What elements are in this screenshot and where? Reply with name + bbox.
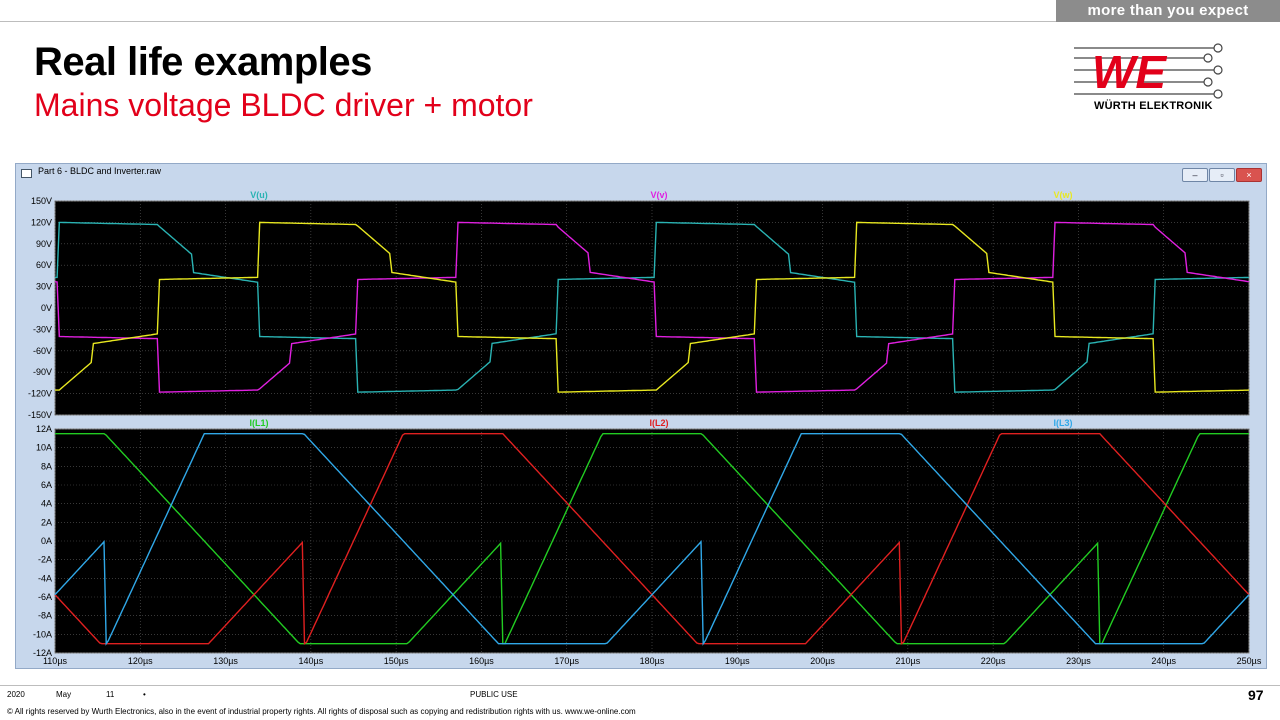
y-tick-label: 90V bbox=[36, 239, 52, 249]
x-tick-label: 200µs bbox=[810, 656, 835, 666]
y-tick-label: 120V bbox=[31, 217, 52, 227]
legend-vv: V(v) bbox=[650, 190, 667, 200]
page-title: Real life examples bbox=[34, 40, 372, 84]
y-tick-label: 12A bbox=[36, 424, 52, 434]
restore-button[interactable]: ▫ bbox=[1209, 168, 1235, 182]
y-tick-label: -10A bbox=[33, 629, 52, 639]
footer-rule bbox=[0, 685, 1280, 686]
x-tick-label: 150µs bbox=[384, 656, 409, 666]
legend-il1: I(L1) bbox=[250, 418, 269, 428]
legend-vw: V(w) bbox=[1054, 190, 1073, 200]
legend-vu: V(u) bbox=[250, 190, 268, 200]
x-tick-label: 130µs bbox=[213, 656, 238, 666]
top-rule bbox=[0, 21, 1056, 22]
x-tick-label: 220µs bbox=[981, 656, 1006, 666]
x-tick-label: 210µs bbox=[896, 656, 921, 666]
y-tick-label: 0A bbox=[41, 536, 52, 546]
page-subtitle: Mains voltage BLDC driver + motor bbox=[34, 87, 533, 123]
y-tick-label: 30V bbox=[36, 282, 52, 292]
y-tick-label: 60V bbox=[36, 260, 52, 270]
we-logo: WE bbox=[1074, 43, 1223, 99]
series-line-vv bbox=[54, 221, 1250, 393]
x-tick-label: 120µs bbox=[128, 656, 153, 666]
y-tick-label: 6A bbox=[41, 480, 52, 490]
footer-month: May bbox=[56, 690, 72, 699]
waveform-plots: 150V 120V 90V 60V 30V 0V -30V -60V -90V -120V -150… bbox=[28, 190, 1262, 666]
footer-year: 2020 bbox=[7, 690, 25, 699]
x-tick-label: 140µs bbox=[299, 656, 324, 666]
footer-dot: • bbox=[143, 690, 146, 699]
x-tick-label: 110µs bbox=[43, 656, 68, 666]
series-line-vu bbox=[55, 221, 1250, 393]
logo-mark: WE bbox=[1092, 46, 1167, 98]
y-tick-label: -8A bbox=[38, 611, 52, 621]
y-tick-label: -30V bbox=[33, 324, 52, 334]
x-tick-label: 230µs bbox=[1066, 656, 1091, 666]
tagline-banner: more than you expect bbox=[1056, 0, 1280, 22]
y-tick-label: 10A bbox=[36, 443, 52, 453]
y-tick-label: -4A bbox=[38, 573, 52, 583]
logo-text: WÜRTH ELEKTRONIK bbox=[1094, 100, 1213, 112]
footer-classification: PUBLIC USE bbox=[470, 690, 518, 699]
y-tick-label: -6A bbox=[38, 592, 52, 602]
close-button[interactable]: × bbox=[1236, 168, 1262, 182]
waveform-app-icon bbox=[21, 169, 32, 178]
y-tick-label: 4A bbox=[41, 499, 52, 509]
y-tick-label: 150V bbox=[31, 196, 52, 206]
y-tick-label: 2A bbox=[41, 517, 52, 527]
y-tick-label: -2A bbox=[38, 555, 52, 565]
y-tick-label: -60V bbox=[33, 346, 52, 356]
x-tick-label: 180µs bbox=[640, 656, 665, 666]
y-tick-label: -12A bbox=[33, 648, 52, 658]
series-line-vw bbox=[55, 221, 1250, 393]
x-tick-label: 240µs bbox=[1151, 656, 1176, 666]
legend-il2: I(L2) bbox=[650, 418, 669, 428]
y-tick-label: -120V bbox=[28, 389, 52, 399]
x-tick-label: 170µs bbox=[554, 656, 579, 666]
y-tick-label: -90V bbox=[33, 367, 52, 377]
y-tick-label: 8A bbox=[41, 461, 52, 471]
footer-day: 11 bbox=[106, 690, 115, 699]
footer-copyright: © All rights reserved by Wurth Electroni… bbox=[7, 707, 636, 716]
y-tick-label: -150V bbox=[28, 410, 52, 420]
y-tick-label: 0V bbox=[41, 303, 52, 313]
minimize-button[interactable]: – bbox=[1182, 168, 1208, 182]
window-title: Part 6 - BLDC and Inverter.raw bbox=[38, 166, 162, 176]
x-tick-label: 190µs bbox=[725, 656, 750, 666]
series-line-il3 bbox=[54, 433, 1250, 646]
x-tick-label: 250µs bbox=[1237, 656, 1262, 666]
x-tick-label: 160µs bbox=[469, 656, 494, 666]
legend-il3: I(L3) bbox=[1054, 418, 1073, 428]
page-number: 97 bbox=[1248, 687, 1264, 703]
